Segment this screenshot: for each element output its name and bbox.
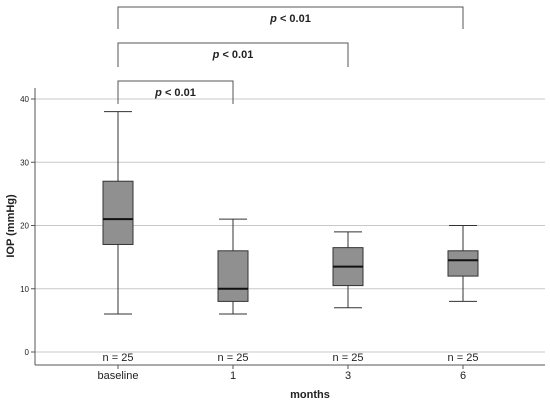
bracket-line: [117, 6, 464, 29]
y-tick-label: 0: [25, 348, 30, 357]
bracket-line: [117, 80, 234, 104]
y-tick-label: 40: [20, 95, 29, 104]
y-tick-label: 30: [20, 158, 29, 167]
iqr-box: [102, 180, 134, 245]
labels: 0 10 20 30 40 n = 25 baseline n = 25 1 n = 25 3 n =…: [20, 95, 478, 382]
box-4: [447, 225, 479, 302]
x-tick-label: 6: [460, 370, 466, 382]
bracket-1: p < 0.01: [117, 80, 234, 104]
y-axis-title: IOP (mmHg): [5, 194, 17, 258]
x-axis-title: months: [290, 389, 330, 401]
y-tick-label: 20: [20, 222, 29, 231]
bracket-3: p < 0.01: [117, 6, 464, 29]
bracket-line: [117, 42, 349, 67]
boxes: [102, 111, 479, 315]
box-1: [102, 111, 134, 315]
n-label: n = 25: [218, 352, 249, 364]
box-3: [332, 231, 364, 309]
p-value-label: p < 0.01: [154, 87, 196, 99]
x-tick-label: baseline: [98, 370, 139, 382]
p-value-label: p < 0.01: [212, 49, 254, 61]
n-label: n = 25: [448, 352, 479, 364]
comparison-brackets: p < 0.01 p < 0.01 p < 0.01: [117, 6, 464, 104]
x-tick-label: 1: [230, 370, 236, 382]
bracket-2: p < 0.01: [117, 42, 349, 67]
box-2: [217, 218, 249, 315]
x-tick-label: 3: [345, 370, 351, 382]
p-value-label: p < 0.01: [269, 13, 311, 25]
iqr-box: [217, 250, 249, 302]
n-label: n = 25: [103, 352, 134, 364]
iqr-box: [447, 250, 479, 277]
y-tick-label: 10: [20, 285, 29, 294]
axes: [31, 88, 545, 369]
n-label: n = 25: [333, 352, 364, 364]
